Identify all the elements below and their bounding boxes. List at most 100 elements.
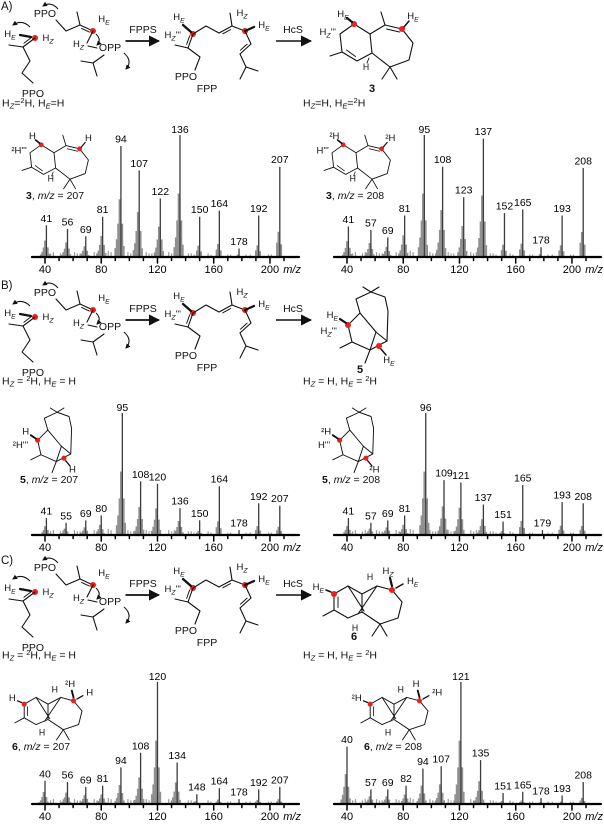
x-axis-label: m/z bbox=[283, 264, 301, 276]
mechanism-substrates: PPO HE HZ OPP HE HZ PPO bbox=[4, 280, 131, 379]
label: HZ''' bbox=[320, 27, 337, 40]
peak-label: 151 bbox=[494, 509, 512, 521]
peak-bar bbox=[139, 752, 142, 804]
x-axis: 40 80 120 160 200 m/z bbox=[30, 533, 301, 554]
peak-label: 193 bbox=[553, 783, 571, 795]
x-axis: 40 80 120 160 200 m/z bbox=[332, 533, 603, 554]
label: HE bbox=[337, 9, 349, 22]
label: HE bbox=[407, 576, 419, 589]
peak-bar bbox=[370, 230, 372, 257]
peak-bar bbox=[179, 135, 181, 257]
deuterium-position-dot bbox=[61, 455, 67, 461]
peak-bar bbox=[258, 503, 260, 535]
peak-bar bbox=[403, 215, 406, 257]
tick-label: 200 bbox=[261, 811, 279, 823]
tick-label: 120 bbox=[450, 542, 468, 554]
label: HZ bbox=[42, 587, 54, 600]
tick-label: 160 bbox=[507, 542, 525, 554]
peak-bar bbox=[120, 145, 122, 257]
tick-label: 160 bbox=[507, 264, 525, 276]
spectrum-c-left: 40 56 69 81 94 108 120 134 148 164 178 192 207 40 80 12… bbox=[0, 671, 302, 825]
peak-label: 136 bbox=[171, 124, 189, 136]
spectrum-b-right: 41 57 69 81 96 109 121 137 151 165 179 193 208 40 80 12… bbox=[302, 402, 604, 556]
peak-bar bbox=[120, 767, 122, 804]
deuterium-position-dot bbox=[363, 455, 369, 461]
peak-bar bbox=[279, 786, 281, 804]
label: HE bbox=[258, 574, 270, 587]
peak-label: 179 bbox=[534, 518, 552, 530]
peak-bar bbox=[502, 521, 504, 535]
peak-label: 41 bbox=[41, 213, 53, 225]
ppo-label: PPO bbox=[22, 367, 44, 379]
peak-label: 165 bbox=[514, 472, 532, 484]
peak-label: 94 bbox=[115, 133, 127, 145]
peak-label: 164 bbox=[211, 474, 229, 486]
tick-label: 160 bbox=[205, 811, 223, 823]
peak-bar bbox=[403, 515, 406, 535]
label: HZ bbox=[42, 312, 54, 325]
label: HZ bbox=[236, 287, 248, 300]
peak-bar bbox=[66, 228, 69, 257]
deuterium-position-dot bbox=[331, 591, 337, 597]
tick-label: 160 bbox=[205, 542, 223, 554]
spectrum-bars bbox=[340, 682, 586, 804]
peak-label: 81 bbox=[97, 773, 109, 785]
tick-label: 200 bbox=[563, 811, 581, 823]
product-number: 6 bbox=[351, 631, 357, 643]
peak-label: 151 bbox=[494, 781, 512, 793]
peak-label: 82 bbox=[400, 773, 412, 785]
peak-label: 57 bbox=[365, 777, 377, 789]
peak-bar bbox=[101, 785, 104, 804]
peak-bar bbox=[522, 484, 524, 535]
label: ²H bbox=[369, 465, 379, 476]
label: HZ bbox=[236, 8, 248, 21]
peak-label: 178 bbox=[230, 236, 248, 248]
tick-label: 120 bbox=[148, 811, 166, 823]
product-number: 5 bbox=[357, 364, 363, 376]
peak-label: 69 bbox=[382, 508, 394, 520]
peak-bar bbox=[279, 505, 281, 535]
peak-bar bbox=[441, 166, 444, 257]
condition-c-left: HZ = 2H, HE = H bbox=[2, 648, 76, 663]
peak-bar bbox=[522, 791, 524, 804]
peak-label: 178 bbox=[532, 235, 550, 247]
peak-bar bbox=[156, 483, 159, 535]
spectrum-a-left: 41 56 69 81 94 107 122 136 150 164 178 192 207 40 80 12… bbox=[0, 124, 302, 278]
peak-label: 81 bbox=[97, 204, 109, 216]
label: ²H bbox=[321, 426, 331, 437]
peak-label: 193 bbox=[553, 490, 571, 502]
peak-bar bbox=[258, 789, 260, 804]
peak-bar bbox=[440, 766, 442, 804]
enzyme-hcs-label: HcS bbox=[283, 578, 303, 590]
peak-label: 192 bbox=[250, 491, 268, 503]
peak-label: 164 bbox=[211, 198, 229, 210]
peak-label: 81 bbox=[399, 503, 411, 515]
enzyme-hcs-label: HcS bbox=[283, 303, 303, 315]
peak-label: 95 bbox=[116, 402, 128, 414]
label: HE bbox=[327, 310, 339, 323]
peak-bar bbox=[482, 138, 485, 257]
spectrum-c-right: 40 57 69 82 94 107 121 135 151 165 178 193 208 40 80 12… bbox=[302, 671, 604, 825]
peak-bar bbox=[502, 793, 504, 804]
peak-bar bbox=[279, 166, 281, 257]
peak-label: 164 bbox=[211, 776, 229, 788]
peak-label: 108 bbox=[434, 154, 452, 166]
mass-spectrum-a-right: 41 57 69 81 95 108 123 137 152 165 178 193 208 40 80 12… bbox=[316, 124, 603, 276]
peak-bar bbox=[482, 504, 485, 535]
tick-label: 40 bbox=[341, 264, 353, 276]
deuterium-position-dot bbox=[21, 701, 27, 707]
peak-bar bbox=[44, 780, 46, 804]
ppo-label: PPO bbox=[175, 71, 197, 83]
peak-label: 57 bbox=[365, 510, 377, 522]
label: HE bbox=[173, 291, 185, 304]
peak-label: 69 bbox=[382, 777, 394, 789]
peak-label: 208 bbox=[574, 491, 592, 503]
peak-bar bbox=[540, 797, 542, 804]
peak-bar bbox=[582, 503, 584, 535]
